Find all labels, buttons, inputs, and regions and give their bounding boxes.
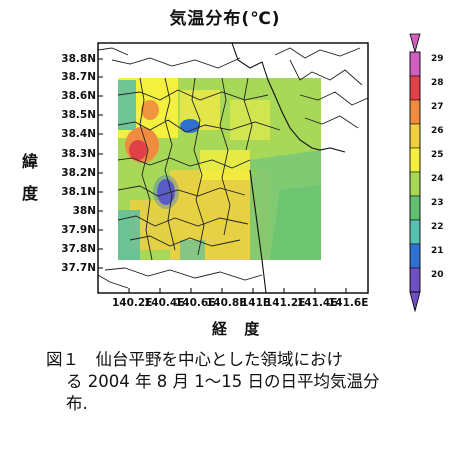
colorbar-segment bbox=[409, 195, 421, 221]
colorbar-segment bbox=[409, 51, 421, 77]
colorbar-segment bbox=[409, 171, 421, 197]
colorbar-label: 26 bbox=[431, 126, 444, 136]
y-tick-label: 37.8N bbox=[61, 243, 96, 255]
colorbar-label: 24 bbox=[431, 174, 444, 184]
colorbar-label: 29 bbox=[431, 54, 444, 64]
caption-line: る 2004 年 8 月 1～15 日の日平均気温分 bbox=[66, 372, 380, 391]
y-axis-label-char: 緯 bbox=[22, 152, 39, 171]
y-tick-label: 38.8N bbox=[61, 53, 96, 65]
y-tick-label: 38.2N bbox=[61, 167, 96, 179]
colorbar-segment bbox=[409, 267, 421, 293]
x-tick-label: 140.2E bbox=[112, 297, 153, 309]
x-tick-label: 141.6E bbox=[328, 297, 369, 309]
colorbar-label: 20 bbox=[431, 270, 444, 280]
x-tick-label: 140.6E bbox=[175, 297, 216, 309]
map-title: 気温分布(℃) bbox=[169, 9, 281, 29]
x-tick-label: 140.4E bbox=[144, 297, 185, 309]
colorbar-label: 25 bbox=[431, 150, 444, 160]
figure-caption: 図１ 仙台平野を中心とした領域におけ る 2004 年 8 月 1～15 日の日… bbox=[46, 349, 446, 415]
y-tick-label: 37.7N bbox=[61, 262, 96, 274]
x-tick-label: 141.4E bbox=[297, 297, 338, 309]
colorbar-label: 21 bbox=[431, 246, 444, 256]
colorbar-segment bbox=[409, 75, 421, 101]
colorbar-segment bbox=[409, 147, 421, 173]
y-tick-label: 38.7N bbox=[61, 71, 96, 83]
x-tick-label: 140.8E bbox=[206, 297, 247, 309]
colorbar-label: 27 bbox=[431, 102, 444, 112]
colorbar-label: 28 bbox=[431, 78, 444, 88]
caption-line: 図１ 仙台平野を中心とした領域におけ bbox=[46, 350, 343, 369]
y-tick-label: 38.3N bbox=[61, 148, 96, 160]
y-axis-label-char: 度 bbox=[22, 184, 39, 203]
x-tick-label: 141.2E bbox=[265, 297, 306, 309]
x-tick-label: 141E bbox=[241, 297, 271, 309]
y-tick-label: 38N bbox=[72, 205, 96, 217]
y-tick-label: 37.9N bbox=[61, 224, 96, 236]
colorbar bbox=[409, 33, 421, 313]
temperature-field bbox=[98, 43, 368, 293]
colorbar-segment bbox=[409, 99, 421, 125]
x-axis-label: 経 度 bbox=[212, 320, 266, 338]
colorbar-segment bbox=[409, 219, 421, 245]
y-tick-label: 38.5N bbox=[61, 109, 96, 121]
y-tick-label: 38.1N bbox=[61, 186, 96, 198]
caption-line: 布. bbox=[66, 394, 88, 413]
colorbar-label: 22 bbox=[431, 222, 444, 232]
y-tick-label: 38.4N bbox=[61, 128, 96, 140]
colorbar-segment bbox=[409, 123, 421, 149]
y-tick-label: 38.6N bbox=[61, 90, 96, 102]
plot-frame bbox=[97, 42, 369, 294]
colorbar-segment bbox=[409, 243, 421, 269]
colorbar-label: 23 bbox=[431, 198, 444, 208]
